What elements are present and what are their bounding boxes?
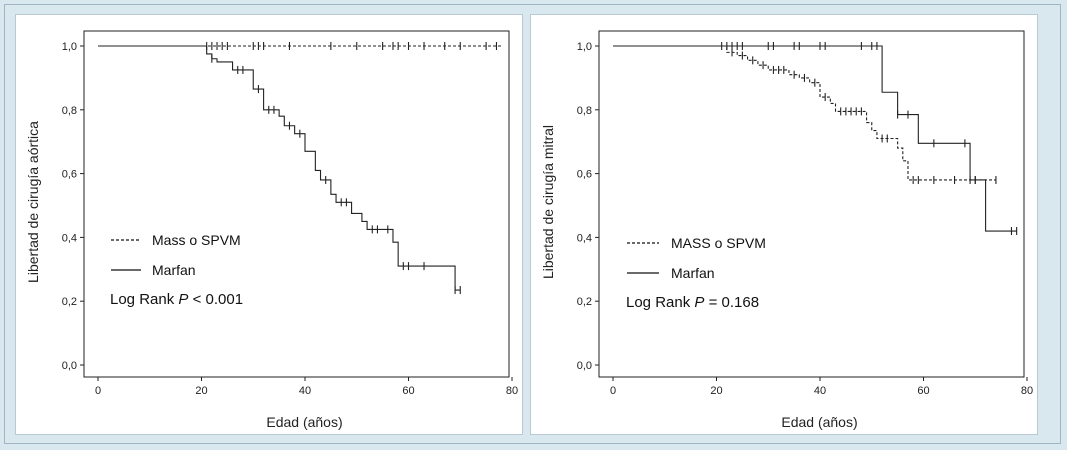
log-rank-annotation: Log Rank P = 0.168	[626, 294, 759, 311]
y-tick-label: 0,6	[577, 169, 592, 181]
x-tick-label: 20	[195, 385, 207, 397]
y-tick-label: 0,0	[62, 360, 77, 372]
x-tick-label: 20	[710, 385, 722, 397]
y-tick-label: 0,2	[62, 296, 77, 308]
y-tick-label: 0,2	[577, 296, 592, 308]
x-tick-label: 80	[1021, 385, 1033, 397]
x-tick-label: 60	[917, 385, 929, 397]
km-chart-aortic: 0,0 0,2 0,4 0,6 0,8 1,0 0 20 40 60 80 Edad (años) Li…	[25, 30, 518, 430]
y-tick-label: 0,6	[62, 169, 77, 181]
y-axis-label: Libertad de cirugía mitral	[540, 125, 556, 279]
series-line-dashed	[613, 45, 996, 181]
x-tick-label: 80	[506, 385, 518, 397]
y-tick-label: 1,0	[62, 41, 77, 53]
x-tick-label: 0	[610, 385, 616, 397]
km-chart-mitral: 0,0 0,2 0,4 0,6 0,8 1,0 0 20 40 60 80 Edad (años) Li…	[540, 30, 1033, 430]
x-axis-label: Edad (años)	[266, 414, 342, 430]
y-tick-label: 0,4	[577, 232, 592, 244]
series-line-solid	[613, 45, 1017, 232]
plot-area	[598, 30, 1025, 378]
y-tick-label: 0,0	[577, 360, 592, 372]
y-tick-label: 1,0	[577, 41, 592, 53]
log-rank-annotation: Log Rank P < 0.001	[110, 291, 243, 308]
x-axis-label: Edad (años)	[781, 414, 857, 430]
x-tick-label: 40	[814, 385, 826, 397]
x-tick-label: 60	[402, 385, 414, 397]
legend-label: MASS o SPVM	[671, 235, 766, 251]
legend-label: Mass o SPVM	[152, 232, 241, 248]
y-tick-label: 0,8	[62, 105, 77, 117]
legend-label: Marfan	[671, 265, 715, 281]
series-line-solid	[98, 45, 461, 291]
y-tick-label: 0,4	[62, 232, 77, 244]
y-tick-label: 0,8	[577, 105, 592, 117]
x-tick-label: 0	[95, 385, 101, 397]
chart-panel-mitral: 0,0 0,2 0,4 0,6 0,8 1,0 0 20 40 60 80 Edad (años) Li…	[530, 14, 1038, 435]
figure-frame: 0,0 0,2 0,4 0,6 0,8 1,0 0 20 40 60 80 Edad (años) Li…	[4, 4, 1061, 444]
plot-area	[83, 30, 510, 378]
legend-label: Marfan	[152, 262, 196, 278]
x-tick-label: 40	[299, 385, 311, 397]
y-axis-label: Libertad de cirugía aórtica	[25, 121, 41, 283]
chart-panel-aortic: 0,0 0,2 0,4 0,6 0,8 1,0 0 20 40 60 80 Edad (años) Li…	[15, 14, 523, 435]
